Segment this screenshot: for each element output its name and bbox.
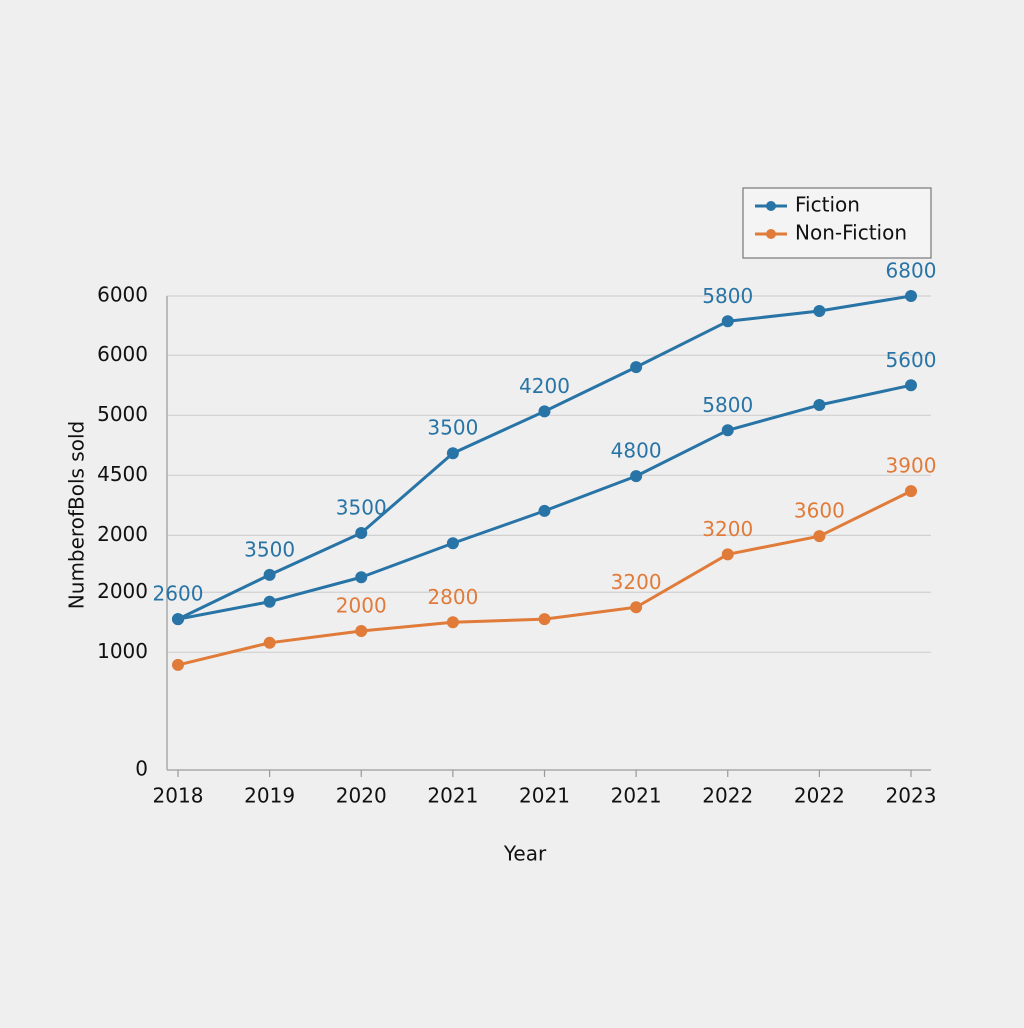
data-point <box>721 315 734 328</box>
x-tick-label: 2019 <box>244 784 295 808</box>
data-point <box>630 470 643 483</box>
x-axis-label: Year <box>503 842 547 866</box>
data-point <box>263 568 276 581</box>
y-tick-label: 0 <box>135 757 148 781</box>
data-point <box>905 379 917 392</box>
y-tick-label: 2000 <box>97 579 148 603</box>
legend-box <box>742 187 932 259</box>
y-axis-label: NumberofBols sold <box>65 421 89 609</box>
data-point <box>905 485 917 498</box>
legend-marker <box>766 229 776 239</box>
data-point <box>538 504 551 517</box>
data-point <box>172 613 184 626</box>
y-tick-label: 6000 <box>97 342 148 366</box>
data-point <box>446 447 459 460</box>
data-point <box>355 624 368 637</box>
data-point <box>538 613 551 626</box>
data-label: 5600 <box>886 348 937 372</box>
data-point <box>355 571 368 584</box>
data-label: 3900 <box>886 454 937 478</box>
data-point <box>538 405 551 418</box>
x-tick-label: 2021 <box>427 784 478 808</box>
legend-label: Fiction <box>795 193 860 217</box>
data-label: 3500 <box>427 416 478 440</box>
data-label: 5800 <box>702 393 753 417</box>
x-tick-label: 2022 <box>702 784 753 808</box>
data-point <box>446 537 459 550</box>
data-point <box>446 616 459 629</box>
data-point <box>813 530 826 543</box>
x-tick-label: 2021 <box>611 784 662 808</box>
data-label: 3500 <box>244 537 295 561</box>
data-label: 3600 <box>794 499 845 523</box>
data-point <box>630 361 643 374</box>
y-tick-label: 6000 <box>97 283 148 307</box>
data-label: 3200 <box>702 517 753 541</box>
x-tick-label: 2023 <box>886 784 937 808</box>
data-label: 6800 <box>886 259 937 283</box>
data-point <box>721 424 734 437</box>
legend-marker <box>766 201 776 211</box>
data-point <box>172 658 184 671</box>
y-tick-label: 4500 <box>97 462 148 486</box>
y-tick-label: 2000 <box>97 522 148 546</box>
data-point <box>263 636 276 649</box>
data-point <box>813 399 826 412</box>
data-label: 3500 <box>336 496 387 520</box>
legend-label: Non-Fiction <box>795 221 907 245</box>
data-label: 2000 <box>336 593 387 617</box>
y-tick-label: 5000 <box>97 402 148 426</box>
data-point <box>630 601 643 614</box>
y-tick-label: 1000 <box>97 639 148 663</box>
x-tick-label: 2022 <box>794 784 845 808</box>
data-label: 4800 <box>611 439 662 463</box>
x-tick-label: 2020 <box>336 784 387 808</box>
data-label: 2800 <box>427 585 478 609</box>
data-label: 4200 <box>519 374 570 398</box>
data-label: 3200 <box>611 570 662 594</box>
data-label: 2600 <box>153 582 204 606</box>
data-label: 5800 <box>702 284 753 308</box>
x-tick-label: 2021 <box>519 784 570 808</box>
data-point <box>905 290 917 302</box>
data-point <box>355 527 368 539</box>
data-point <box>813 305 826 318</box>
data-point <box>263 595 276 608</box>
x-tick-label: 2018 <box>153 784 204 808</box>
data-point <box>721 548 734 561</box>
